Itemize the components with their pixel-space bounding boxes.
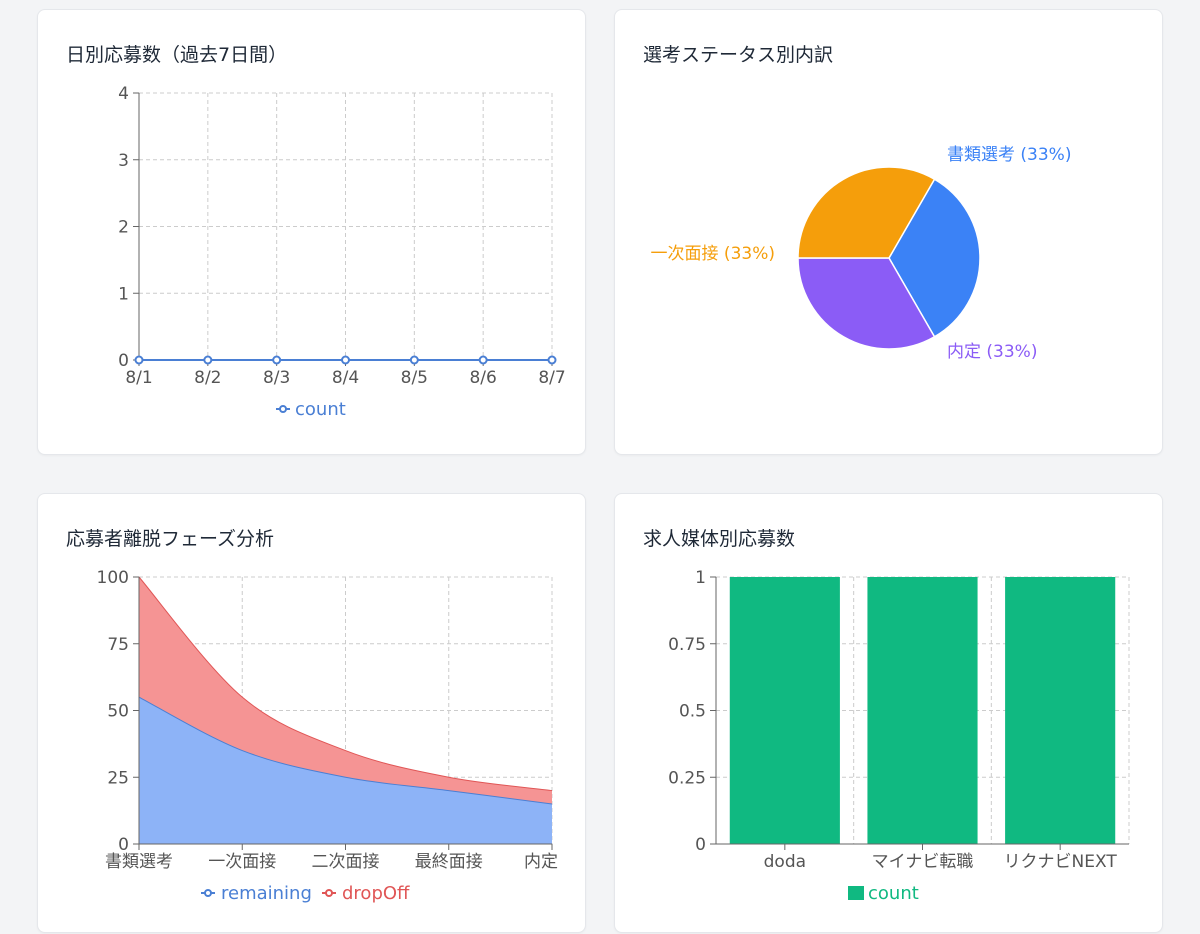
pie-slice-3	[797, 166, 936, 259]
pie-label-2: 内定 (33%)	[947, 342, 1037, 362]
daily-applications-chart: 0 1 2 3 4 8/1 8/2 8/3 8/4 8/5 8/6 8/7 count	[118, 84, 566, 420]
bar-3	[1005, 577, 1116, 844]
dropoff-analysis-title: 応募者離脱フェーズ分析	[66, 528, 275, 550]
area-dropoff	[139, 577, 552, 804]
media-applications-card: 求人媒体別応募数 0 0.25 0.5 0.75 1 doda マイナビ転職 リクナビNEXT…	[614, 493, 1163, 933]
x-tick-label: 内定	[524, 852, 558, 872]
dropoff-analysis-card: 応募者離脱フェーズ分析 0 25 50 75 100 書類選考 一次面接 二次面接 最終面接 内定…	[37, 493, 586, 933]
data-point	[409, 355, 419, 365]
pie-label-1: 書類選考 (33%)	[947, 145, 1071, 165]
y-tick-label: 100	[97, 568, 129, 588]
y-tick-label: 1	[118, 284, 129, 304]
x-tick-label: 最終面接	[415, 852, 483, 872]
x-tick-label: 8/4	[332, 368, 359, 388]
x-tick-label: 8/7	[538, 368, 565, 388]
y-tick-label: 0	[695, 835, 706, 855]
bar-2	[867, 577, 978, 844]
y-tick-label: 1	[695, 568, 706, 588]
status-breakdown-chart: 書類選考 (33%) 内定 (33%) 一次面接 (33%)	[651, 145, 1072, 362]
y-tick-label: 2	[118, 218, 129, 238]
y-tick-label: 0.25	[668, 768, 706, 788]
status-breakdown-title: 選考ステータス別内訳	[643, 44, 834, 66]
x-tick-label: マイナビ転職	[872, 852, 974, 872]
dropoff-analysis-chart: 0 25 50 75 100 書類選考 一次面接 二次面接 最終面接 内定 remaining dro…	[97, 568, 558, 904]
bar-1	[729, 577, 840, 844]
legend-marker-dropoff	[325, 889, 333, 897]
legend-marker-remaining	[204, 889, 212, 897]
data-point	[478, 355, 488, 365]
media-applications-chart: 0 0.25 0.5 0.75 1 doda マイナビ転職 リクナビNEXT count	[668, 568, 1130, 904]
legend-swatch-count	[848, 886, 864, 900]
y-tick-label: 0	[118, 351, 129, 371]
legend-label-dropoff: dropOff	[342, 883, 410, 904]
daily-applications-title: 日別応募数（過去7日間）	[66, 44, 288, 66]
y-tick-label: 75	[107, 635, 129, 655]
y-tick-label: 0.75	[668, 635, 706, 655]
data-point	[341, 355, 350, 365]
x-tick-label: 8/3	[263, 368, 290, 388]
x-tick-label: 8/5	[401, 368, 428, 388]
data-point	[134, 355, 144, 365]
legend-marker-count	[279, 405, 287, 413]
x-tick-label: 8/1	[125, 368, 152, 388]
pie-label-3: 一次面接 (33%)	[651, 244, 775, 264]
y-tick-label: 50	[107, 702, 129, 722]
line-remaining	[138, 696, 553, 805]
y-tick-label: 4	[118, 84, 129, 104]
x-tick-label: 8/6	[469, 368, 496, 388]
data-point	[272, 355, 282, 365]
legend-label-count: count	[295, 399, 346, 420]
daily-applications-card: 日別応募数（過去7日間） 0 1 2 3 4 8/1 8/2 8/3 8/4 8/5 8/6 8/7 c…	[37, 9, 586, 455]
y-tick-label: 25	[107, 768, 129, 788]
y-tick-label: 3	[118, 151, 129, 171]
pie-slice-2	[797, 257, 936, 350]
data-point	[547, 355, 557, 365]
x-tick-label: 8/2	[194, 368, 221, 388]
status-breakdown-card: 選考ステータス別内訳 書類選考 (33%) 内定 (33%) 一次面接 (33%)	[614, 9, 1163, 455]
y-tick-label: 0	[118, 835, 129, 855]
data-point	[203, 355, 213, 365]
x-tick-label: リクナビNEXT	[1004, 852, 1118, 872]
x-tick-label: 書類選考	[105, 852, 173, 872]
y-tick-label: 0.5	[679, 702, 706, 722]
x-tick-label: doda	[764, 852, 806, 872]
line-dropoff	[138, 576, 553, 792]
pie-slice-1	[888, 178, 981, 338]
x-tick-label: 一次面接	[208, 852, 276, 872]
media-applications-title: 求人媒体別応募数	[643, 528, 796, 550]
area-remaining	[139, 697, 552, 844]
legend-label-count: count	[868, 883, 919, 904]
legend-label-remaining: remaining	[221, 883, 312, 904]
x-tick-label: 二次面接	[312, 852, 380, 872]
